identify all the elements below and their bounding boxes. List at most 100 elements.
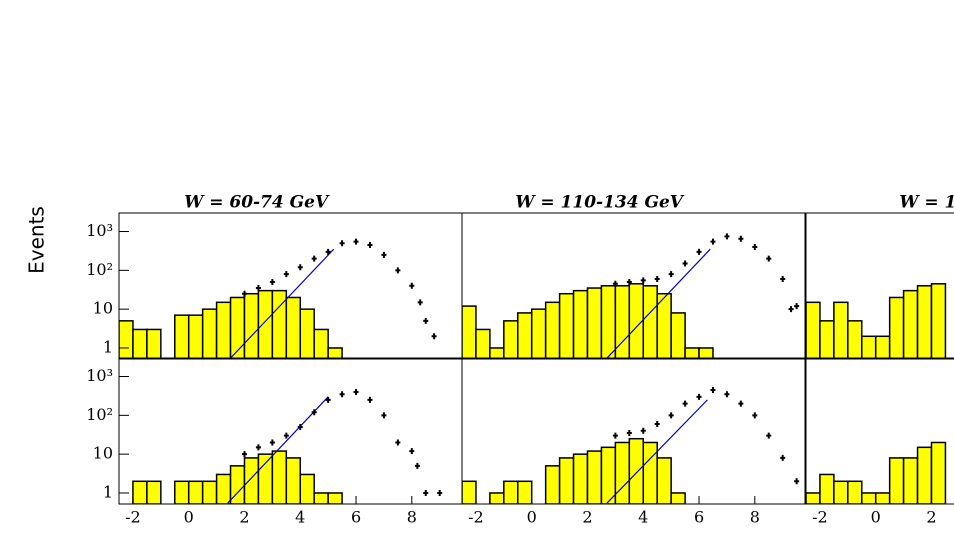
bar <box>299 308 315 359</box>
data-point <box>381 412 387 419</box>
data-point <box>241 290 247 297</box>
bar <box>489 347 505 359</box>
bar <box>174 314 190 359</box>
panel <box>132 388 443 504</box>
data-point <box>353 238 359 245</box>
bar <box>819 320 835 359</box>
data-point <box>724 233 730 240</box>
bar <box>806 301 821 359</box>
data-point <box>724 391 730 398</box>
data-point <box>696 393 702 400</box>
fit-line <box>606 248 711 359</box>
bar <box>327 492 343 504</box>
bar <box>670 312 686 359</box>
data-point <box>752 243 758 250</box>
bar <box>243 292 260 359</box>
data-point <box>269 279 275 286</box>
bar <box>503 480 519 504</box>
bar <box>916 446 933 504</box>
y-tick-label: 1 <box>103 482 113 501</box>
data-point <box>417 299 423 306</box>
bar <box>530 308 547 359</box>
data-point <box>612 280 618 287</box>
fit-line <box>606 399 708 504</box>
x-tick-label: 2 <box>239 508 249 527</box>
bar <box>902 457 919 504</box>
data-point <box>766 432 772 439</box>
bar <box>861 335 877 359</box>
bar <box>187 480 204 504</box>
data-point <box>255 444 261 451</box>
x-tick-label: -2 <box>125 508 141 527</box>
data-point <box>367 396 373 403</box>
data-point <box>423 489 429 496</box>
bar <box>215 473 232 504</box>
bar <box>888 296 905 359</box>
bar <box>558 292 575 359</box>
data-point <box>710 238 716 245</box>
data-point <box>794 303 800 310</box>
panel-frame <box>805 357 954 505</box>
x-tick-label: 8 <box>407 508 417 527</box>
data-point <box>325 248 331 255</box>
panel-frame <box>461 212 806 360</box>
bar <box>132 480 148 504</box>
x-tick-label: 2 <box>926 508 936 527</box>
data-point <box>738 235 744 242</box>
data-point <box>431 333 437 340</box>
data-point <box>710 386 716 393</box>
data-point <box>297 264 303 271</box>
x-tick-label: 4 <box>638 508 648 527</box>
bar <box>462 305 477 359</box>
bar <box>132 328 148 359</box>
bar <box>874 335 891 359</box>
bar <box>544 301 561 359</box>
bar <box>475 328 491 359</box>
data-point <box>654 275 660 282</box>
data-point <box>311 255 317 262</box>
x-tick-label: -2 <box>812 508 828 527</box>
bar <box>874 492 891 504</box>
bar <box>847 480 863 504</box>
bar <box>902 289 919 359</box>
y-tick-label: 10² <box>86 260 113 279</box>
bar <box>174 480 190 504</box>
bar <box>146 480 162 504</box>
y-axis-label: Events <box>25 206 49 274</box>
data-point <box>788 306 794 313</box>
data-point <box>794 478 800 485</box>
data-point <box>682 260 688 267</box>
panel-title: W = 164- <box>899 193 954 213</box>
bar <box>257 289 274 359</box>
data-point <box>409 282 415 289</box>
bar <box>930 441 947 504</box>
data-point <box>668 412 674 419</box>
bar <box>572 289 589 359</box>
bar <box>243 457 260 504</box>
x-tick-label: 0 <box>184 508 194 527</box>
bar <box>327 347 343 359</box>
bar <box>215 301 232 359</box>
x-tick-label: 8 <box>750 508 760 527</box>
bar <box>313 328 329 359</box>
data-point <box>283 271 289 278</box>
data-point <box>640 427 646 434</box>
data-point <box>766 255 772 262</box>
panel <box>806 283 947 359</box>
data-point <box>409 448 415 455</box>
data-point <box>395 267 401 274</box>
x-tick-label: 2 <box>582 508 592 527</box>
data-point <box>283 432 289 439</box>
bar <box>146 328 162 359</box>
data-point <box>395 439 401 446</box>
bar <box>503 320 519 359</box>
fit-line <box>227 396 329 504</box>
panel-frame <box>805 212 954 360</box>
data-point <box>780 275 786 282</box>
bar <box>544 465 561 504</box>
bar <box>572 453 589 504</box>
data-point <box>339 240 345 247</box>
data-point <box>738 400 744 407</box>
bar <box>558 457 575 504</box>
y-tick-label: 10² <box>86 405 113 424</box>
